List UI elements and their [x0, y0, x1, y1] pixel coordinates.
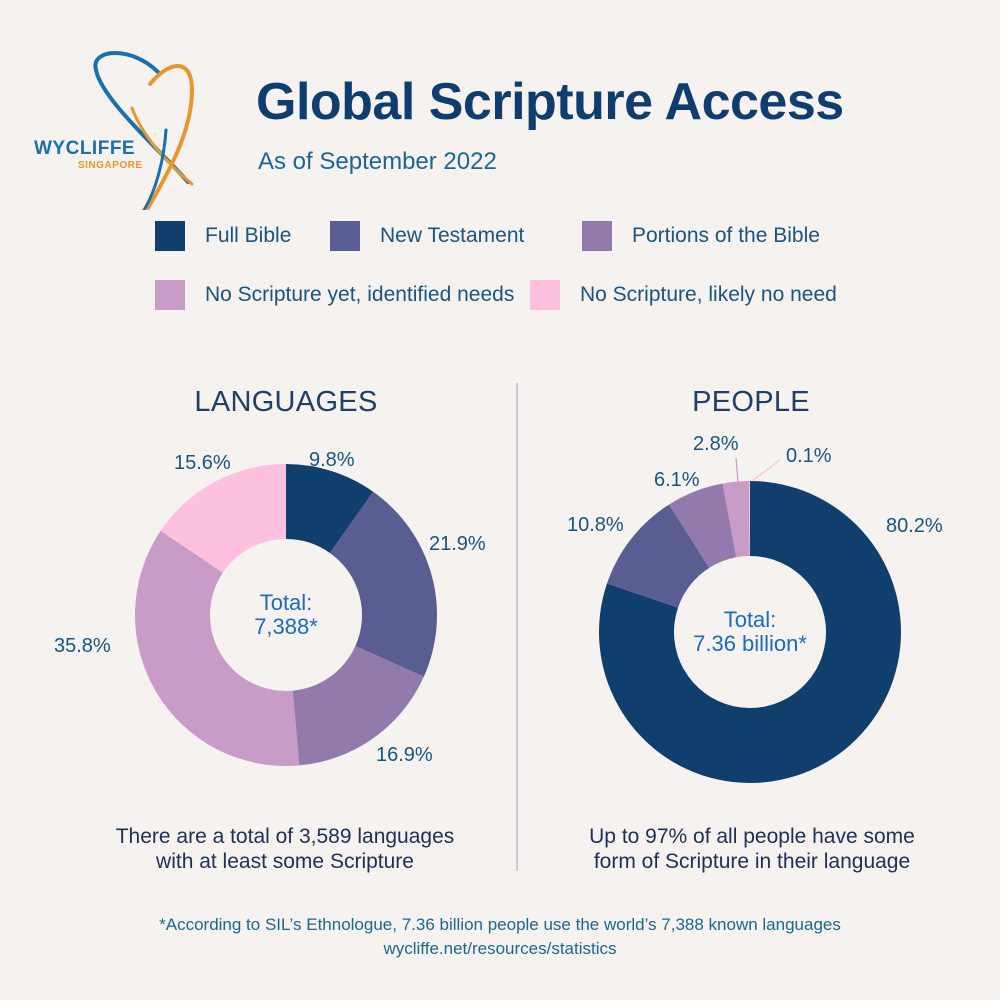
- people-title: PEOPLE: [692, 386, 810, 418]
- legend-label: Portions of the Bible: [632, 224, 820, 247]
- logo-subtitle: SINGAPORE: [78, 160, 143, 171]
- donut-slice: [134, 530, 300, 766]
- legend-label: No Scripture yet, identified needs: [205, 283, 515, 306]
- legend-swatch: [530, 280, 560, 310]
- caption-line: with at least some Scripture: [156, 850, 414, 873]
- caption-line: Up to 97% of all people have some: [589, 825, 915, 848]
- donut-slice: [722, 481, 750, 558]
- donut-slice: [286, 464, 374, 553]
- source-link[interactable]: wycliffe.net/resources/statistics: [383, 939, 617, 958]
- pct-label-no-scripture-needs: 2.8%: [693, 433, 739, 455]
- languages-caption: There are a total of 3,589 languages wit…: [75, 824, 495, 874]
- total-label: Total:: [259, 590, 313, 615]
- pct-label-new-testament: 21.9%: [429, 533, 486, 555]
- pct-label-full-bible: 9.8%: [309, 449, 355, 471]
- wycliffe-logo: [20, 40, 220, 210]
- donut-slice: [669, 483, 737, 568]
- donut-slice: [606, 504, 710, 608]
- legend-swatch: [155, 221, 185, 251]
- logo-wordmark: WYCLIFFE: [34, 138, 136, 159]
- leader-lines: [735, 457, 781, 483]
- legend-item-full-bible: Full Bible: [155, 221, 291, 251]
- legend-item-no-scripture-no-need: No Scripture, likely no need: [530, 280, 837, 310]
- languages-donut-chart: [134, 463, 438, 767]
- legend-label: Full Bible: [205, 224, 292, 247]
- page-subtitle: As of September 2022: [258, 148, 497, 175]
- languages-total: Total: 7,388*: [206, 591, 366, 639]
- languages-title: LANGUAGES: [194, 386, 378, 418]
- donut-slice: [292, 646, 424, 766]
- legend-swatch: [582, 221, 612, 251]
- donut-slice: [160, 464, 286, 573]
- legend-swatch: [330, 221, 360, 251]
- pct-label-no-scripture-needs: 35.8%: [54, 635, 111, 657]
- legend-item-no-scripture-needs: No Scripture yet, identified needs: [155, 280, 514, 310]
- legend-label: No Scripture, likely no need: [580, 283, 837, 306]
- legend-swatch: [155, 280, 185, 310]
- pct-label-portions: 6.1%: [654, 469, 700, 491]
- caption-line: There are a total of 3,589 languages: [115, 825, 455, 848]
- heart-ribbon-icon: [93, 51, 195, 210]
- total-label: Total:: [723, 607, 777, 632]
- legend-item-portions: Portions of the Bible: [582, 221, 820, 251]
- page-title: Global Scripture Access: [256, 73, 844, 131]
- donut-slice: [749, 481, 750, 557]
- pct-label-full-bible: 80.2%: [886, 515, 943, 537]
- people-total: Total: 7.36 billion*: [670, 608, 830, 656]
- donut-slice: [599, 481, 901, 783]
- pct-label-portions: 16.9%: [376, 744, 433, 766]
- footnote: *According to SIL’s Ethnologue, 7.36 bil…: [159, 915, 841, 934]
- legend-label: New Testament: [380, 224, 525, 247]
- pct-label-new-testament: 10.8%: [567, 514, 624, 536]
- caption-line: form of Scripture in their language: [593, 850, 911, 873]
- pct-label-no-scripture-no-need: 15.6%: [174, 452, 231, 474]
- people-caption: Up to 97% of all people have some form o…: [542, 824, 962, 874]
- donut-slice: [329, 491, 437, 677]
- total-value: 7,388*: [254, 614, 318, 639]
- section-divider: [516, 383, 518, 871]
- legend-item-new-testament: New Testament: [330, 221, 524, 251]
- people-donut-chart: [598, 480, 902, 784]
- pct-label-no-scripture-no-need: 0.1%: [786, 445, 832, 467]
- total-value: 7.36 billion*: [693, 631, 807, 656]
